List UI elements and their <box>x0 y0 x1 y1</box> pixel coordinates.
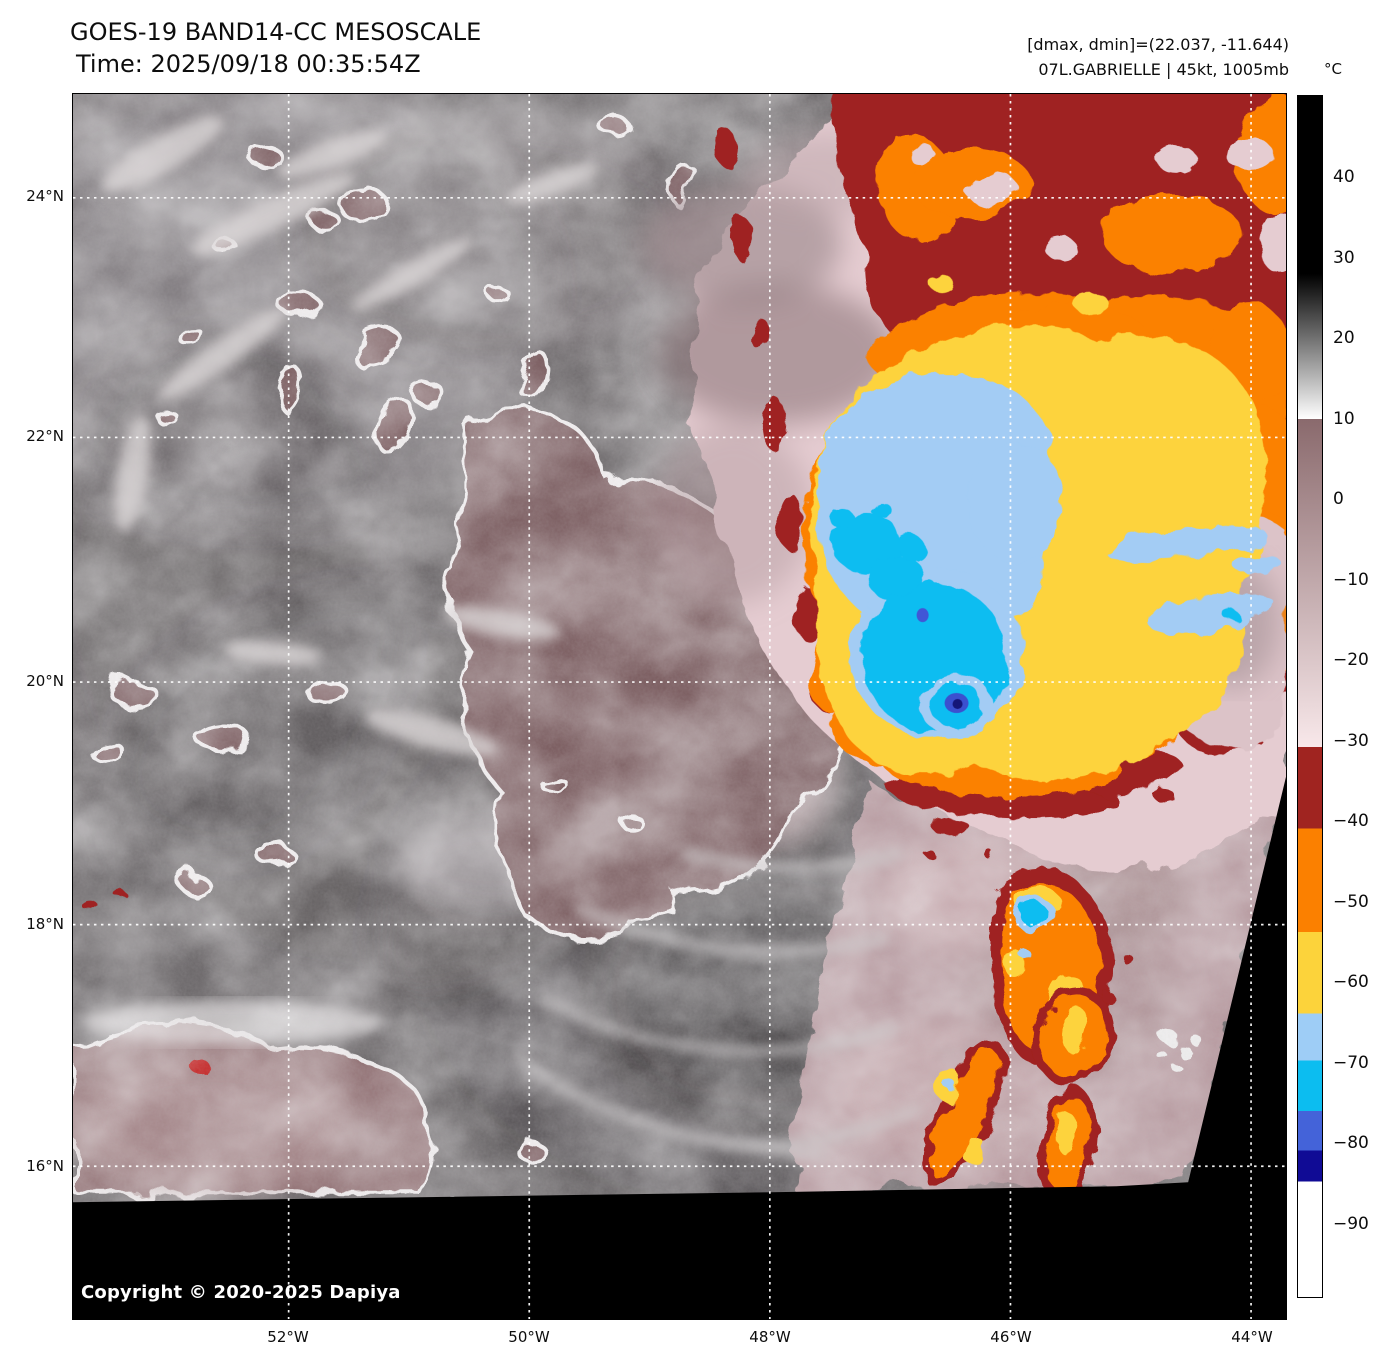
colorbar-tick-label: −70 <box>1333 1052 1369 1073</box>
meta-block: [dmax, dmin]=(22.037, -11.644) 07L.GABRI… <box>897 32 1289 82</box>
colorbar-tick-label: 0 <box>1333 489 1344 509</box>
lat-tick-label: 16°N <box>26 1157 64 1175</box>
lat-tick-label: 22°N <box>26 427 64 445</box>
storm-info: 07L.GABRIELLE | 45kt, 1005mb <box>1038 60 1289 79</box>
colorbar-tick-label: 20 <box>1333 328 1355 348</box>
colorbar-tick-label: 10 <box>1333 408 1355 429</box>
satellite-image <box>73 94 1286 1319</box>
colorbar-tick-label: 30 <box>1333 247 1355 268</box>
timestamp: Time: 2025/09/18 00:35:54Z <box>76 50 421 78</box>
overshooting-top-markers <box>916 608 993 737</box>
lat-tick-label: 18°N <box>26 915 64 933</box>
dmax-dmin-readout: [dmax, dmin]=(22.037, -11.644) <box>1027 35 1289 54</box>
colorbar-tick-label: 40 <box>1333 167 1355 187</box>
lon-tick-label: 50°W <box>508 1328 550 1346</box>
colorbar-tick-label: −20 <box>1333 650 1369 670</box>
colorbar-tick-label: −40 <box>1333 811 1369 831</box>
lon-tick-label: 48°W <box>749 1328 791 1346</box>
map-canvas: Copyright © 2020-2025 Dapiya <box>72 93 1287 1320</box>
colorbar-tick-label: −80 <box>1333 1133 1369 1153</box>
storm-cold-cyan <box>829 500 1240 733</box>
colorbar-tick-label: −50 <box>1333 891 1369 912</box>
colorbar-unit-label: °C <box>1324 60 1342 78</box>
colorbar-tick-label: −90 <box>1333 1213 1369 1234</box>
colorbar-tick-label: −10 <box>1333 569 1369 590</box>
lon-tick-label: 52°W <box>267 1328 309 1346</box>
white-cloud-streaks <box>101 115 924 1159</box>
southeast-convective-cells <box>921 788 1175 1202</box>
graticule <box>73 94 1286 1319</box>
colorbar-tick-label: −30 <box>1333 730 1369 751</box>
page-title: GOES-19 BAND14-CC MESOSCALE <box>70 18 482 46</box>
lon-tick-label: 46°W <box>990 1328 1032 1346</box>
lat-tick-label: 24°N <box>26 187 64 205</box>
colorbar <box>1297 95 1323 1298</box>
copyright-text: Copyright © 2020-2025 Dapiya <box>81 1282 401 1303</box>
lon-tick-label: 44°W <box>1231 1328 1273 1346</box>
colorbar-tick-label: −60 <box>1333 972 1369 992</box>
lat-tick-label: 20°N <box>26 672 64 690</box>
no-data-region <box>73 776 1286 1319</box>
